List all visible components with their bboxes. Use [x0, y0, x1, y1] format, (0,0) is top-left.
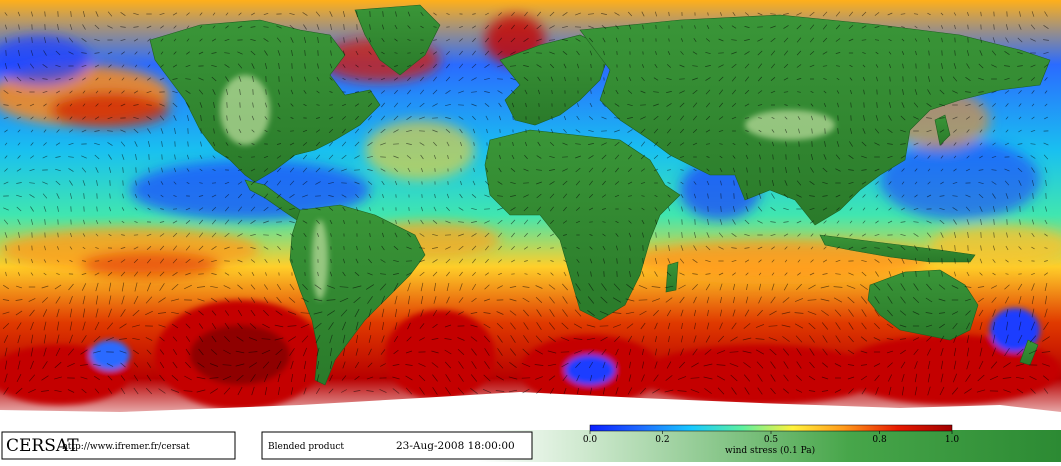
colorbar-gradient [590, 425, 952, 431]
colorbar-label: wind stress (0.1 Pa) [725, 445, 815, 456]
datetime-label: 23-Aug-2008 18:00:00 [396, 440, 515, 452]
product-label: Blended product [268, 442, 344, 452]
footer-product-box: Blended product 23-Aug-2008 18:00:00 [262, 432, 532, 459]
footer-url-link[interactable]: http://www.ifremer.fr/cersat [62, 442, 190, 452]
footer-left-box: CERSAT http://www.ifremer.fr/cersat [2, 432, 235, 459]
colorbar-tick-label: 0.0 [583, 435, 598, 445]
colorbar-tick-label: 0.2 [655, 435, 669, 445]
colorbar-tick-label: 1.0 [945, 435, 960, 445]
colorbar-tick-label: 0.8 [872, 435, 887, 445]
colorbar-tick-label: 0.5 [764, 435, 779, 445]
